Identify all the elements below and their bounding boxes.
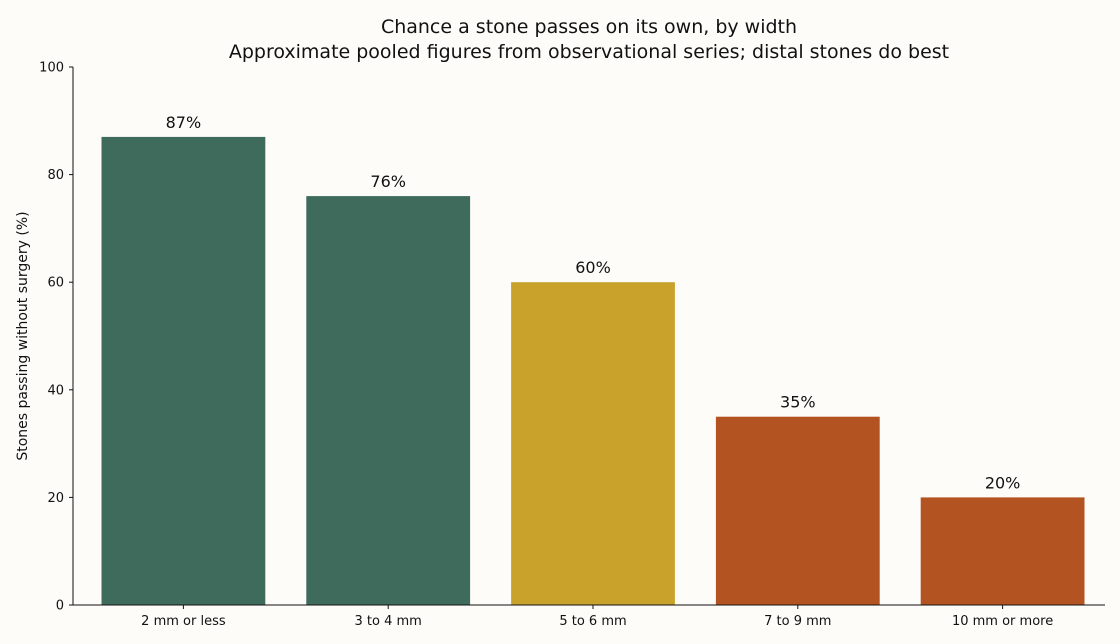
y-tick-label-1: 20 bbox=[47, 491, 64, 506]
x-tick-label-0: 2 mm or less bbox=[141, 614, 226, 629]
axes-group: 2 mm or less 3 to 4 mm 5 to 6 mm 7 to 9 mm 1… bbox=[39, 61, 1105, 629]
y-axis-label: Stones passing without surgery (%) bbox=[15, 211, 31, 460]
data-label-1: 76% bbox=[370, 172, 406, 191]
bars-group bbox=[101, 136, 1085, 605]
x-tick-label-4: 10 mm or more bbox=[952, 614, 1053, 629]
data-label-4: 20% bbox=[985, 473, 1021, 492]
data-label-0: 87% bbox=[166, 113, 202, 132]
bar-2 bbox=[511, 282, 675, 605]
bar-4 bbox=[920, 497, 1085, 605]
y-tick-label-0: 0 bbox=[56, 599, 64, 614]
y-tick-label-2: 40 bbox=[47, 383, 64, 398]
chart-subtitle: Approximate pooled figures from observat… bbox=[229, 41, 949, 63]
x-tick-label-3: 7 to 9 mm bbox=[764, 614, 831, 629]
x-tick-label-2: 5 to 6 mm bbox=[559, 614, 626, 629]
y-tick-label-4: 80 bbox=[47, 168, 64, 183]
y-tick-label-3: 60 bbox=[47, 276, 64, 291]
data-label-2: 60% bbox=[575, 258, 611, 277]
y-tick-label-5: 100 bbox=[39, 61, 64, 76]
x-tick-label-1: 3 to 4 mm bbox=[355, 614, 422, 629]
bar-1 bbox=[306, 196, 471, 605]
data-label-3: 35% bbox=[780, 393, 816, 412]
chart-title: Chance a stone passes on its own, by wid… bbox=[381, 16, 797, 38]
data-labels-group: 87% 76% 60% 35% 20% bbox=[166, 113, 1021, 492]
bar-0 bbox=[101, 136, 266, 605]
bar-3 bbox=[715, 416, 880, 605]
